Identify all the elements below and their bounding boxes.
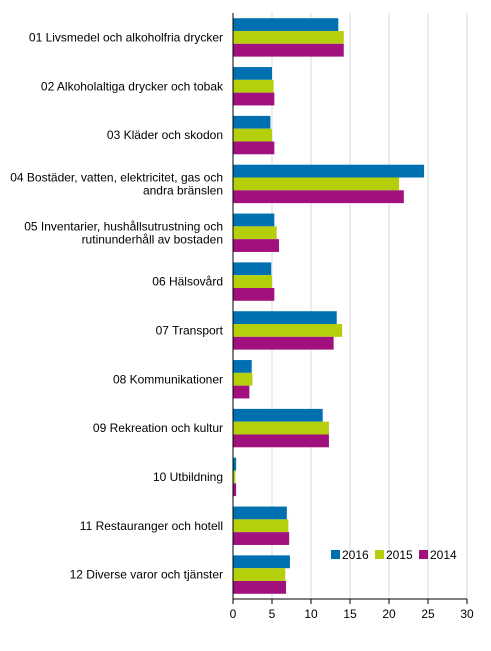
x-tick-label-1: 5 (269, 607, 276, 621)
bar-2015-8 (233, 372, 253, 386)
bar-2016-11 (233, 506, 287, 520)
legend-swatch-2016 (331, 550, 340, 559)
x-tick-label-2: 10 (304, 607, 318, 621)
legend-label-2014: 2014 (430, 548, 457, 562)
category-label-5-line-1: 05 Inventarier, hushållsutrustning och (24, 219, 223, 233)
category-label-1: 01 Livsmedel och alkoholfria drycker (29, 30, 223, 44)
category-label-7: 07 Transport (156, 323, 224, 337)
bar-2014-9 (233, 434, 329, 448)
category-label-2: 02 Alkoholaltiga drycker och tobak (41, 79, 224, 93)
bar-2014-12 (233, 580, 287, 594)
bar-2015-2 (233, 79, 274, 93)
category-label-9: 09 Rekreation och kultur (93, 421, 223, 435)
bar-2015-12 (233, 568, 286, 581)
bar-2016-1 (233, 18, 339, 32)
bar-2015-11 (233, 519, 289, 533)
x-tick-label-6: 30 (460, 607, 474, 621)
legend-label-2015: 2015 (386, 548, 413, 562)
category-label-4-line-2: andra bränslen (143, 183, 223, 197)
x-tick-labels: 0 5 10 15 20 25 30 (230, 607, 474, 621)
bar-2015-5 (233, 226, 277, 240)
bar-2016-12 (233, 555, 290, 569)
bar-2016-6 (233, 262, 272, 276)
bar-2016-2 (233, 67, 272, 80)
category-label-8: 08 Kommunikationer (113, 372, 223, 386)
bar-2014-5 (233, 239, 280, 252)
category-label-5-line-2: rutinunderhåll av bostaden (82, 232, 223, 246)
category-labels: 01 Livsmedel och alkoholfria drycker 02 A… (10, 30, 224, 581)
bar-2016-4 (233, 164, 425, 178)
bar-2016-3 (233, 115, 271, 129)
legend-swatch-2014 (419, 550, 428, 559)
bar-2016-9 (233, 408, 323, 422)
legend: 2016 2015 2014 (331, 548, 457, 562)
bars (233, 18, 425, 594)
bar-2014-3 (233, 141, 275, 155)
bar-2015-6 (233, 275, 272, 288)
category-label-10: 10 Utbildning (153, 470, 223, 484)
bar-2014-10 (233, 483, 237, 497)
axes (232, 13, 468, 604)
category-label-12: 12 Diverse varor och tjänster (70, 568, 223, 582)
bar-2016-5 (233, 213, 275, 227)
bar-2015-7 (233, 324, 343, 337)
category-label-4-line-1: 04 Bostäder, vatten, elektricitet, gas o… (10, 170, 223, 184)
bar-2014-2 (233, 92, 275, 106)
bar-2016-10 (233, 457, 237, 471)
bar-2015-4 (233, 177, 400, 191)
gridlines (271, 13, 468, 599)
bar-2014-11 (233, 532, 290, 545)
x-tick-label-5: 25 (421, 607, 435, 621)
legend-swatch-2015 (375, 550, 384, 559)
x-tick-label-0: 0 (230, 607, 237, 621)
bar-2014-6 (233, 287, 275, 301)
bar-2014-1 (233, 43, 344, 57)
category-label-11: 11 Restauranger och hotell (80, 519, 223, 533)
bar-2016-7 (233, 311, 337, 325)
x-tick-label-4: 20 (382, 607, 396, 621)
bar-2015-9 (233, 421, 329, 435)
category-label-3: 03 Kläder och skodon (107, 128, 223, 142)
bar-2014-8 (233, 385, 250, 399)
bar-2016-8 (233, 360, 252, 373)
x-tick-label-3: 15 (343, 607, 357, 621)
legend-label-2016: 2016 (342, 548, 369, 562)
bar-2014-4 (233, 190, 404, 204)
bar-2014-7 (233, 336, 334, 350)
bar-2015-1 (233, 31, 344, 44)
bar-2015-10 (233, 470, 236, 484)
category-label-6: 06 Hälsovård (152, 275, 223, 289)
bar-2015-3 (233, 128, 272, 142)
